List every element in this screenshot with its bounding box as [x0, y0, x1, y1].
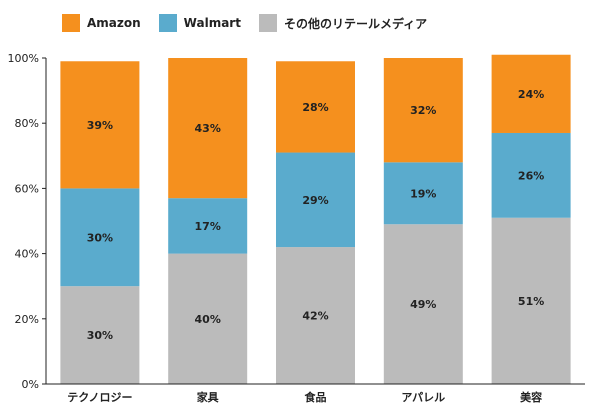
y-tick-label: 20%	[15, 313, 39, 326]
legend-swatch-walmart	[158, 14, 177, 32]
legend-item-walmart: Walmart	[158, 14, 241, 32]
bar-segment	[491, 132, 571, 218]
x-tick-label: 美容	[520, 390, 542, 404]
data-label: 40%	[195, 313, 221, 326]
bar-segment	[276, 247, 355, 384]
bar-segment	[491, 54, 571, 133]
bar-segment	[60, 188, 140, 287]
data-label: 24%	[518, 88, 544, 101]
bar-segment	[383, 162, 463, 225]
data-label: 19%	[410, 187, 436, 200]
data-label: 42%	[302, 310, 328, 323]
data-label: 30%	[87, 329, 113, 342]
bar-segment	[60, 61, 140, 189]
bar-segment	[383, 224, 463, 384]
bar-segment	[491, 217, 571, 384]
y-tick-label: 0%	[22, 378, 39, 391]
legend-swatch-other	[258, 14, 277, 32]
data-label: 43%	[195, 122, 221, 135]
bar-segment	[168, 58, 248, 199]
y-tick-label: 80%	[15, 117, 39, 130]
x-tick-label: テクノロジー	[67, 391, 132, 404]
data-label: 39%	[87, 119, 113, 132]
x-tick-label: 食品	[305, 390, 327, 404]
data-label: 49%	[410, 298, 436, 311]
x-tick-label: アパレル	[401, 391, 445, 404]
bar-segment	[60, 286, 140, 384]
legend-label-other: その他のリテールメディア	[283, 16, 428, 31]
bar-segment	[383, 58, 463, 163]
legend-swatch-amazon	[62, 14, 80, 32]
x-tick-label: 家具	[197, 390, 219, 404]
y-tick-label: 40%	[15, 248, 39, 261]
y-tick-label: 60%	[15, 182, 39, 195]
bar-segment	[276, 152, 355, 248]
data-label: 32%	[410, 104, 436, 117]
bar-segment	[168, 253, 248, 384]
bar-segment	[168, 198, 248, 254]
data-label: 26%	[518, 169, 544, 182]
y-tick-label: 100%	[8, 52, 39, 65]
data-label: 29%	[302, 194, 328, 207]
legend-item-other: その他のリテールメディア	[258, 14, 428, 32]
data-label: 28%	[302, 101, 328, 114]
legend-label-amazon: Amazon	[87, 16, 141, 30]
chart-legend: Amazon Walmart その他のリテールメディア	[62, 14, 427, 32]
legend-label-walmart: Walmart	[183, 16, 241, 30]
bar-segment	[276, 61, 355, 153]
legend-item-amazon: Amazon	[62, 14, 141, 32]
data-label: 51%	[518, 295, 544, 308]
data-label: 17%	[195, 220, 221, 233]
data-label: 30%	[87, 231, 113, 244]
